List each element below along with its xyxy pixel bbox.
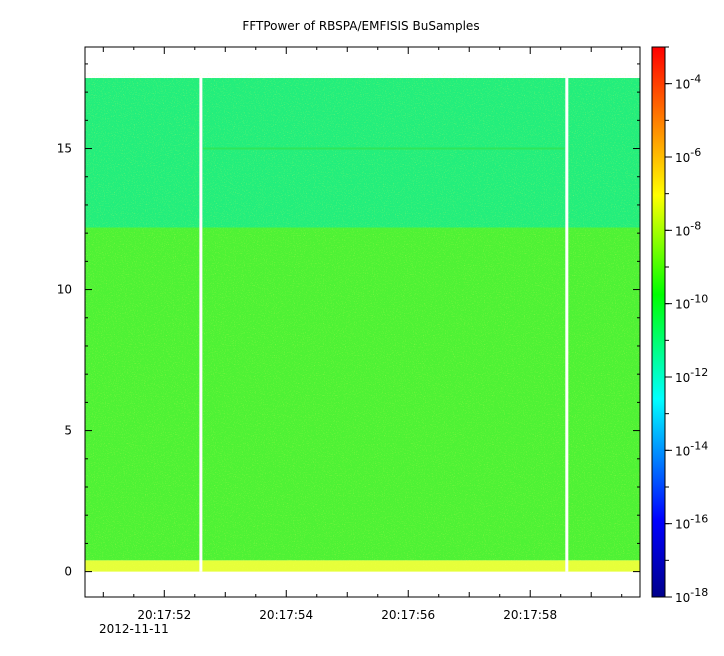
x-date-label: 2012-11-11 [99, 622, 169, 636]
colorbar-tick-label: 10-12 [675, 366, 708, 385]
chart-title: FFTPower of RBSPA/EMFISIS BuSamples [242, 19, 479, 33]
colorbar-gradient [651, 46, 666, 598]
x-tick-label: 20:17:52 [137, 608, 191, 622]
y-tick-label: 0 [64, 565, 72, 579]
colorbar-tick-label: 10-6 [675, 146, 701, 165]
x-tick-label: 20:17:56 [381, 608, 435, 622]
x-tick-label: 20:17:54 [259, 608, 313, 622]
colorbar-tick-label: 10-18 [675, 586, 708, 605]
colorbar-tick-label: 10-16 [675, 513, 708, 532]
colorbar-tick-label: 10-10 [675, 293, 708, 312]
colorbar-tick-label: 10-8 [675, 219, 701, 238]
plot-area: 20:17:52 20:17:54 20:17:56 20:17:58 051015 … [57, 46, 641, 636]
data-gap [199, 78, 203, 572]
colorbar-tick-label: 10-4 [675, 73, 701, 92]
data-gap [565, 78, 569, 572]
plot-frame [84, 46, 641, 598]
spectrogram-texture [85, 73, 640, 571]
y-tick-label: 15 [57, 142, 72, 156]
x-tick-label: 20:17:58 [503, 608, 557, 622]
y-tick-label: 5 [64, 424, 72, 438]
colorbar-tick-label: 10-14 [675, 439, 708, 458]
y-tick-label: 10 [57, 283, 72, 297]
colorbar: 10-4 10-6 10-8 10-10 10-12 10-14 10-16 10-18 [651, 46, 708, 605]
